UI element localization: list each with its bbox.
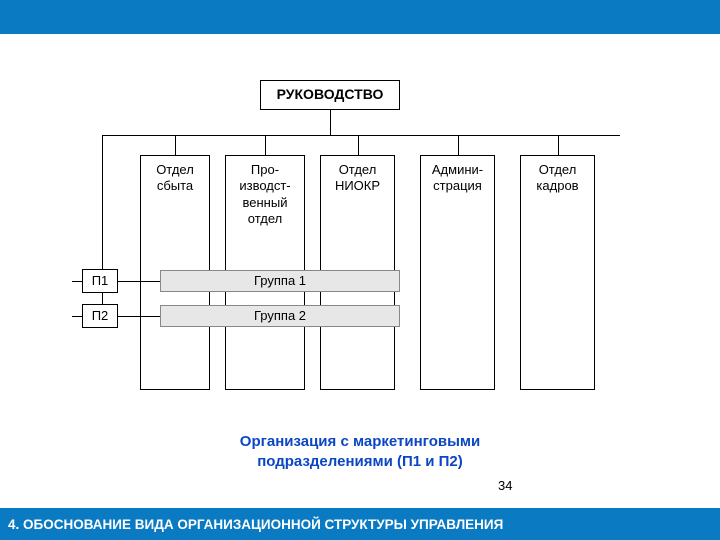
p-to-group-p2 [118, 316, 160, 317]
p-to-group-p1 [118, 281, 160, 282]
caption-line1: Организация с маркетинговыми [240, 433, 480, 450]
connector-sales [175, 135, 176, 155]
p-tick-p1 [72, 281, 82, 282]
connector-niokr [358, 135, 359, 155]
bus-line [102, 135, 620, 136]
connector-kadry [558, 135, 559, 155]
p-unit-p1: П1 [82, 269, 118, 293]
footer-text: 4. ОБОСНОВАНИЕ ВИДА ОРГАНИЗАЦИОННОЙ СТРУ… [8, 517, 503, 532]
diagram-caption: Организация с маркетинговыми подразделен… [0, 432, 720, 473]
root-drop-line [330, 110, 331, 135]
p-tick-p2 [72, 316, 82, 317]
page-number: 34 [498, 478, 512, 493]
footer-bar: 4. ОБОСНОВАНИЕ ВИДА ОРГАНИЗАЦИОННОЙ СТРУ… [0, 508, 720, 540]
group-g2: Группа 2 [160, 305, 400, 327]
group-g1: Группа 1 [160, 270, 400, 292]
dept-kadry: Отделкадров [520, 155, 595, 390]
root-node: РУКОВОДСТВО [260, 80, 400, 110]
dept-admin: Админи-страция [420, 155, 495, 390]
connector-admin [458, 135, 459, 155]
p-unit-p2: П2 [82, 304, 118, 328]
caption-line2: подразделениями (П1 и П2) [257, 453, 463, 470]
org-chart: РУКОВОДСТВООтделсбытаПро-изводст-венныйо… [60, 80, 660, 450]
top-header-bar [0, 0, 720, 34]
connector-prod [265, 135, 266, 155]
